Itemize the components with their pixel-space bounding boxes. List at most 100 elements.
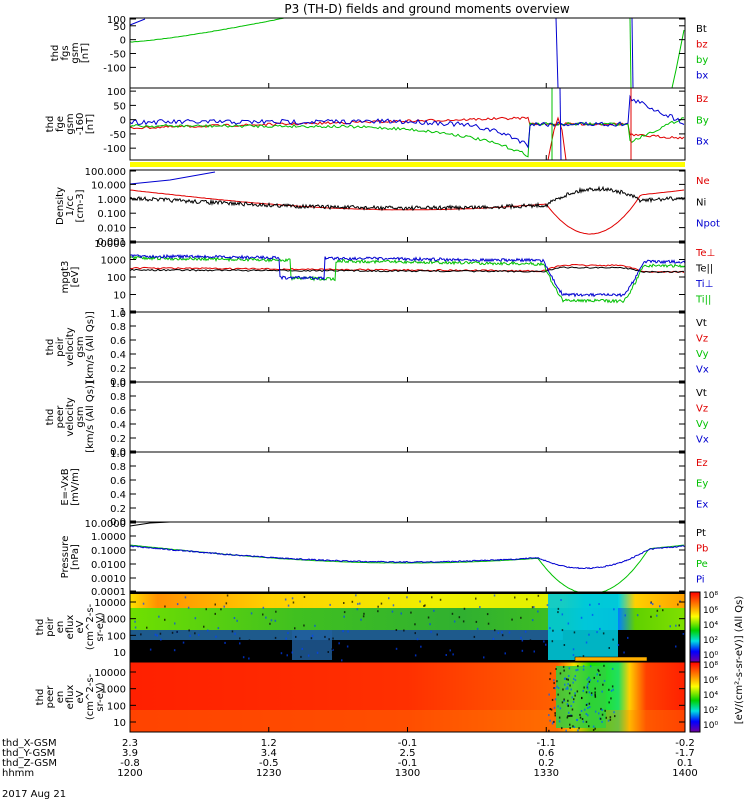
y-tick-label: 0.0100 — [91, 560, 126, 571]
x-tick-value: 2.5 — [400, 748, 416, 759]
legend-ey: Ey — [696, 479, 708, 490]
peir-noise-pixel — [682, 633, 685, 635]
peir-band-high — [130, 594, 685, 608]
peir-noise-pixel — [487, 622, 490, 625]
peir-noise-pixel — [377, 605, 379, 608]
peer-noise-pixel — [565, 687, 567, 690]
peir-noise-pixel — [149, 653, 151, 656]
peir-noise-pixel — [215, 648, 217, 651]
peer-noise-pixel — [596, 673, 598, 676]
peer-noise-pixel — [567, 699, 569, 702]
x-tick-value: 0.6 — [538, 748, 554, 759]
peir-noise-pixel — [225, 602, 228, 605]
peir-noise-pixel — [233, 617, 236, 619]
peir-noise-pixel — [531, 606, 534, 609]
plot-date: 2017 Aug 21 — [2, 789, 66, 800]
y-tick-label: 0.0 — [110, 517, 126, 528]
peer-noise-pixel — [568, 715, 571, 717]
fge-bx-trace — [129, 94, 685, 149]
peir-noise-pixel — [572, 648, 575, 651]
peir-noise-pixel — [274, 619, 277, 622]
peir-noise-pixel — [551, 640, 554, 643]
peir-noise-pixel — [643, 636, 645, 639]
peer-noise-pixel — [576, 690, 579, 693]
colorbar-tick-label: 10² — [703, 636, 718, 646]
colorbar-tick-label: 10⁸ — [703, 661, 718, 671]
panel-axes — [129, 17, 686, 733]
peer-noise-pixel — [577, 729, 579, 732]
peir-noise-pixel — [417, 657, 420, 660]
legend-vz: Vz — [696, 334, 708, 345]
peir-noise-pixel — [197, 651, 199, 654]
y-tick-label: 1000 — [101, 256, 126, 267]
peir-noise-pixel — [275, 610, 277, 613]
peer-noise-pixel — [554, 712, 556, 715]
peer-noise-pixel — [556, 680, 558, 683]
peer-noise-pixel — [581, 718, 584, 720]
y-axis-label-line: [km/s (All Qs)] — [85, 311, 96, 383]
fgs-by-rise — [671, 29, 685, 89]
y-tick-label: 10000 — [94, 668, 126, 679]
peir-noise-pixel — [328, 638, 330, 641]
peir-noise-pixel — [410, 611, 412, 614]
y-tick-label: -100 — [103, 144, 126, 155]
peir-noise-pixel — [588, 633, 590, 636]
peir-noise-pixel — [494, 629, 496, 632]
peer-noise-pixel — [592, 725, 595, 728]
peer-noise-pixel — [570, 688, 572, 691]
peir-noise-pixel — [431, 596, 433, 599]
y-tick-label: 0.0001 — [91, 587, 126, 598]
peir-noise-pixel — [338, 642, 340, 645]
peer-noise-pixel — [557, 693, 559, 696]
y-axis-label-line: thd — [35, 619, 46, 636]
peir-noise-pixel — [187, 606, 190, 609]
peer-noise-pixel — [561, 701, 564, 704]
peir-noise-pixel — [423, 605, 425, 607]
y-axis-label-line: sr-eV) — [95, 612, 106, 641]
peer-noise-pixel — [548, 729, 550, 732]
peir-noise-pixel — [167, 653, 170, 655]
peer-noise-pixel — [568, 711, 570, 714]
peir-noise-pixel — [675, 645, 677, 648]
temp-ti-par-trace — [129, 255, 686, 304]
peir-noise-pixel — [236, 619, 238, 622]
fge-by-trace — [129, 117, 685, 158]
peir-noise-pixel — [552, 629, 554, 632]
peir-noise-pixel — [392, 604, 395, 607]
peir-noise-pixel — [598, 603, 600, 605]
legend-vx: Vx — [696, 365, 709, 376]
peir-noise-pixel — [436, 633, 438, 636]
peer-noise-pixel — [567, 682, 569, 685]
y-tick-label: 1000 — [101, 685, 126, 696]
peir-noise-pixel — [377, 610, 379, 613]
peir-noise-pixel — [476, 654, 479, 657]
peir-noise-pixel — [207, 629, 209, 632]
legend-by: By — [696, 115, 709, 126]
peir-noise-pixel — [310, 637, 313, 640]
peer-noise-pixel — [562, 665, 565, 668]
peer-noise-pixel — [588, 676, 590, 679]
colorbar-label-text: [eV/(cm²-s-sr-eV)] (All Qs) — [734, 596, 745, 725]
legend-bz: bz — [696, 40, 708, 51]
peir-noise-pixel — [248, 639, 251, 642]
y-axis-label-line: peer — [55, 405, 66, 429]
peir-noise-pixel — [563, 644, 566, 646]
peer-noise-pixel — [601, 709, 603, 711]
peir-noise-pixel — [164, 618, 166, 621]
peir-noise-pixel — [307, 654, 310, 657]
peir-noise-pixel — [140, 633, 142, 636]
peer-noise-pixel — [594, 710, 597, 713]
peer-noise-pixel — [549, 708, 551, 710]
peir-noise-pixel — [645, 639, 648, 642]
peir-noise-pixel — [351, 600, 354, 603]
peer-noise-pixel — [558, 720, 561, 723]
colorbar-lower — [689, 661, 701, 733]
x-tick-value: -0.8 — [120, 758, 140, 769]
y-tick-label: 0.6 — [110, 406, 126, 417]
peir-noise-pixel — [462, 620, 465, 623]
peir-noise-pixel — [287, 604, 290, 607]
peir-noise-pixel — [659, 605, 661, 608]
peer-noise-pixel — [601, 720, 603, 723]
peir-noise-pixel — [173, 649, 176, 652]
y-axis-label-peer_velocity: thd peer velocity gsm [km/s (All Qs)] — [45, 381, 96, 453]
